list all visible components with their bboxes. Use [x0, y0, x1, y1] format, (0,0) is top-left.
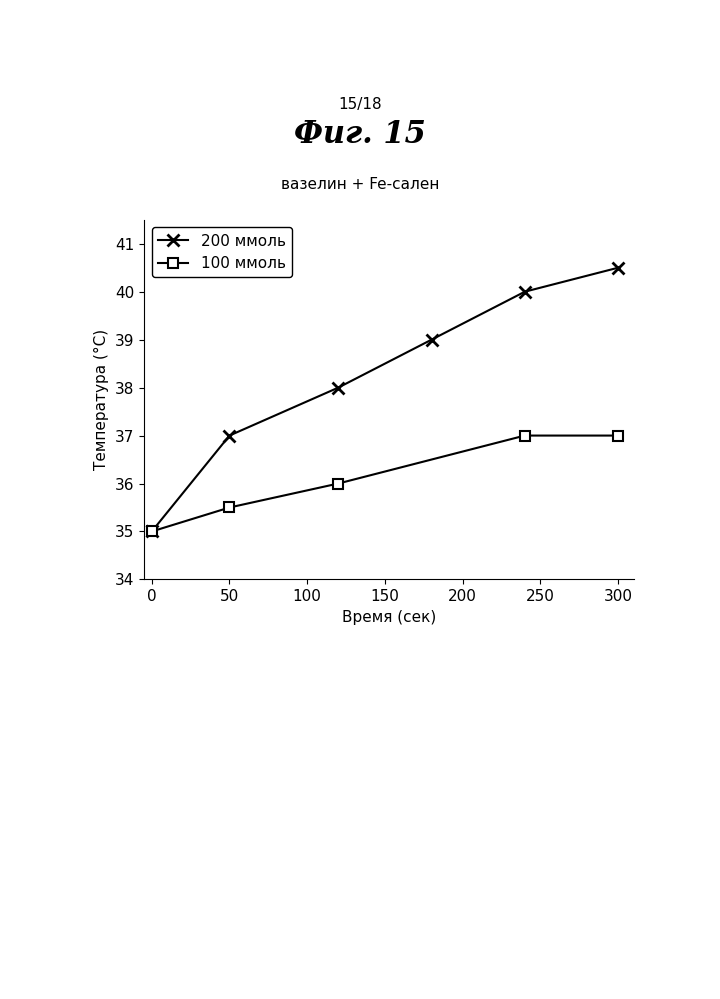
- 200 ммоль: [427, 334, 436, 346]
- Text: 15/18: 15/18: [338, 97, 382, 113]
- Y-axis label: Температура (°С): Температура (°С): [94, 329, 109, 471]
- 200 ммоль: [148, 525, 156, 537]
- Line: 100 ммоль: 100 ммоль: [147, 431, 623, 536]
- Line: 200 ммоль: 200 ммоль: [146, 262, 624, 537]
- 100 ммоль: [613, 430, 622, 442]
- X-axis label: Время (сек): Время (сек): [342, 609, 436, 624]
- Legend: 200 ммоль, 100 ммоль: 200 ммоль, 100 ммоль: [152, 228, 292, 278]
- 100 ммоль: [334, 478, 343, 490]
- Text: Фиг. 15: Фиг. 15: [294, 119, 426, 151]
- 100 ммоль: [225, 501, 234, 513]
- 200 ммоль: [613, 262, 622, 274]
- 100 ммоль: [521, 430, 529, 442]
- Text: вазелин + Fe-сален: вазелин + Fe-сален: [281, 177, 439, 193]
- 200 ммоль: [521, 286, 529, 298]
- 100 ммоль: [148, 525, 156, 537]
- 200 ммоль: [225, 430, 234, 442]
- 200 ммоль: [334, 382, 343, 394]
